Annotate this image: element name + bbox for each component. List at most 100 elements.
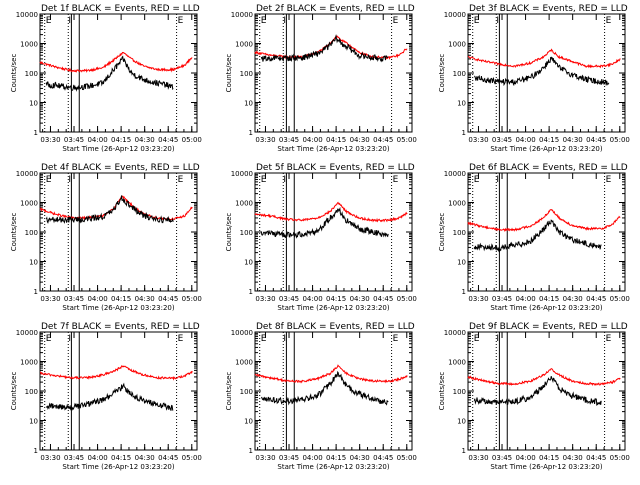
x-tick-label: 04:00 bbox=[87, 295, 107, 303]
time-marker-label: E bbox=[178, 175, 184, 185]
time-marker-label: I bbox=[68, 175, 71, 185]
x-tick-label: 03:30 bbox=[468, 136, 488, 144]
y-tick-label: 1 bbox=[249, 288, 253, 296]
x-tick-label: 04:15 bbox=[539, 136, 559, 144]
series-lld-line bbox=[40, 364, 193, 381]
y-tick-label: 10000 bbox=[444, 11, 466, 19]
chart-title: Det 6f BLACK = Events, RED = LLD bbox=[469, 163, 628, 173]
series-lld-line bbox=[254, 201, 408, 223]
x-tick-label: 04:15 bbox=[111, 454, 131, 462]
y-tick-label: 100 bbox=[25, 229, 38, 237]
y-tick-label: 1000 bbox=[235, 200, 253, 208]
y-tick-label: 1 bbox=[249, 129, 253, 137]
y-tick-label: 100 bbox=[240, 229, 253, 237]
series-lld-line bbox=[254, 35, 408, 60]
time-marker-label: I bbox=[283, 334, 286, 344]
x-tick-label: 05:00 bbox=[397, 454, 417, 462]
chart-title: Det 7f BLACK = Events, RED = LLD bbox=[41, 322, 200, 332]
x-tick-label: 03:45 bbox=[279, 454, 299, 462]
series-events-line bbox=[45, 55, 174, 92]
x-tick-label: 03:30 bbox=[255, 295, 275, 303]
time-marker-label: E bbox=[606, 16, 612, 26]
time-marker-label: E bbox=[474, 16, 480, 26]
x-tick-label: 04:30 bbox=[563, 454, 583, 462]
x-tick-label: 04:00 bbox=[302, 454, 322, 462]
x-tick-label: 03:45 bbox=[64, 454, 84, 462]
y-tick-label: 10 bbox=[244, 259, 253, 267]
chart-title: Det 4f BLACK = Events, RED = LLD bbox=[41, 163, 200, 173]
y-tick-label: 10000 bbox=[231, 329, 253, 337]
x-axis-label: Start Time (26-Apr-12 03:23:20) bbox=[277, 145, 389, 153]
y-tick-label: 1000 bbox=[235, 41, 253, 49]
y-tick-label: 10 bbox=[457, 100, 466, 108]
x-tick-label: 04:30 bbox=[563, 295, 583, 303]
plot-frame bbox=[467, 172, 626, 292]
x-tick-label: 03:45 bbox=[64, 136, 84, 144]
time-marker-label: E bbox=[474, 334, 480, 344]
y-tick-label: 10 bbox=[457, 418, 466, 426]
time-marker-label: E bbox=[178, 334, 184, 344]
x-tick-label: 04:45 bbox=[158, 136, 178, 144]
y-tick-label: 1000 bbox=[235, 359, 253, 367]
series-events-line bbox=[473, 219, 602, 253]
series-lld-line bbox=[467, 208, 621, 232]
time-marker-label: E bbox=[606, 334, 612, 344]
y-tick-label: 10 bbox=[29, 259, 38, 267]
y-tick-label: 10000 bbox=[444, 329, 466, 337]
y-tick-label: 1 bbox=[34, 288, 38, 296]
x-tick-label: 04:30 bbox=[563, 136, 583, 144]
series-lld-line bbox=[39, 51, 193, 73]
x-axis-label: Start Time (26-Apr-12 03:23:20) bbox=[277, 304, 389, 312]
x-tick-label: 04:00 bbox=[302, 295, 322, 303]
series-events-line bbox=[260, 34, 389, 63]
x-tick-label: 04:30 bbox=[135, 454, 155, 462]
x-tick-label: 04:30 bbox=[350, 454, 370, 462]
series-events-line bbox=[474, 56, 610, 87]
x-tick-label: 04:15 bbox=[539, 454, 559, 462]
time-marker-label: I bbox=[68, 16, 71, 26]
plot-frame bbox=[39, 172, 198, 292]
y-tick-label: 10000 bbox=[444, 170, 466, 178]
plot-frame bbox=[39, 331, 198, 451]
x-tick-label: 03:45 bbox=[279, 295, 299, 303]
x-tick-label: 05:00 bbox=[397, 136, 417, 144]
y-tick-label: 100 bbox=[240, 70, 253, 78]
time-marker-label: E bbox=[46, 334, 52, 344]
y-tick-label: 10000 bbox=[231, 170, 253, 178]
x-tick-label: 04:15 bbox=[326, 136, 346, 144]
time-marker-label: I bbox=[496, 16, 499, 26]
chart-panel-2: Det 2f BLACK = Events, RED = LLD 1 10 100 10… bbox=[225, 4, 417, 153]
y-tick-label: 1000 bbox=[20, 359, 38, 367]
time-marker-label: E bbox=[474, 175, 480, 185]
time-marker-label: I bbox=[496, 175, 499, 185]
y-axis-label: Counts/sec bbox=[438, 213, 446, 252]
chart-panel-5: Det 5f BLACK = Events, RED = LLD 1 10 100 10… bbox=[225, 163, 417, 312]
x-tick-label: 04:15 bbox=[326, 454, 346, 462]
x-tick-label: 04:15 bbox=[326, 295, 346, 303]
x-tick-label: 03:30 bbox=[40, 295, 60, 303]
chart-panel-1: Det 1f BLACK = Events, RED = LLD 1 10 100 10… bbox=[10, 4, 202, 153]
chart-panel-7: Det 7f BLACK = Events, RED = LLD 1 10 100 10… bbox=[10, 322, 202, 471]
y-tick-label: 10000 bbox=[16, 11, 38, 19]
time-marker-label: I bbox=[283, 16, 286, 26]
time-marker-label: I bbox=[496, 334, 499, 344]
x-tick-label: 03:45 bbox=[279, 136, 299, 144]
x-tick-label: 04:30 bbox=[135, 136, 155, 144]
y-axis-label: Counts/sec bbox=[10, 213, 18, 252]
time-marker-label: E bbox=[606, 175, 612, 185]
x-axis-label: Start Time (26-Apr-12 03:23:20) bbox=[490, 463, 602, 471]
y-tick-label: 100 bbox=[240, 388, 253, 396]
x-tick-label: 03:30 bbox=[40, 454, 60, 462]
x-tick-label: 04:00 bbox=[515, 295, 535, 303]
x-tick-label: 04:15 bbox=[111, 136, 131, 144]
x-tick-label: 04:30 bbox=[350, 295, 370, 303]
series-events-line bbox=[45, 382, 174, 411]
chart-title: Det 5f BLACK = Events, RED = LLD bbox=[256, 163, 415, 173]
y-tick-label: 10 bbox=[29, 418, 38, 426]
x-tick-label: 04:00 bbox=[515, 136, 535, 144]
chart-panel-3: Det 3f BLACK = Events, RED = LLD 1 10 100 10… bbox=[438, 4, 630, 153]
x-tick-label: 04:45 bbox=[586, 136, 606, 144]
chart-panel-8: Det 8f BLACK = Events, RED = LLD 1 10 100 10… bbox=[225, 322, 417, 471]
